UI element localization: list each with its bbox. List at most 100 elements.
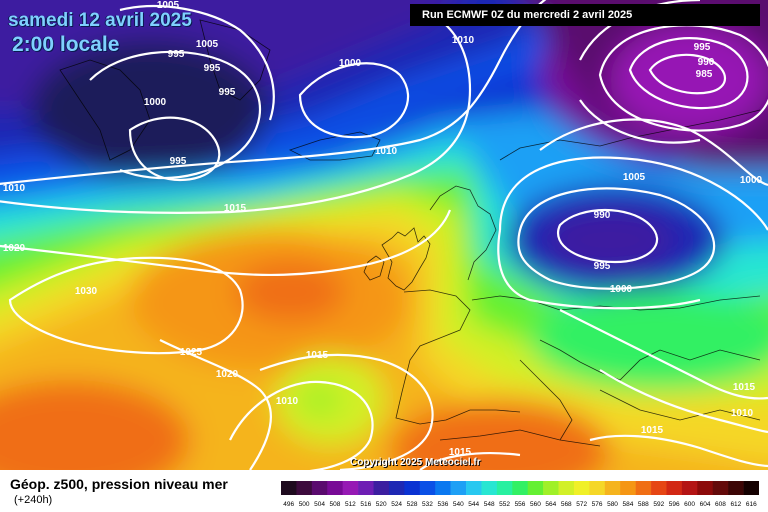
color-scale-swatch [712, 481, 729, 495]
color-scale-label: 588 [638, 501, 649, 508]
color-scale-swatch [358, 481, 374, 495]
geopotential-field [0, 0, 768, 470]
color-scale-label: 564 [545, 501, 556, 508]
color-scale-swatch [435, 481, 451, 495]
color-scale-swatch [635, 481, 652, 495]
color-scale-swatch [728, 481, 744, 495]
isobar-label: 1015 [306, 350, 329, 361]
forecast-lead-time: (+240h) [14, 494, 53, 506]
isobar-label: 1015 [641, 425, 664, 436]
color-scale-label: 560 [530, 501, 541, 508]
color-scale-swatch [466, 481, 482, 495]
color-scale-swatch [311, 481, 328, 495]
isobar-label: 990 [698, 57, 715, 68]
color-scale: 496 500 504 508 512 516 520 524 528 532 536 540 544 5… [281, 481, 759, 508]
isobar-label: 1025 [180, 347, 203, 358]
copyright-notice: Copyright 2025 Meteociel.fr [350, 457, 481, 468]
color-scale-label: 616 [746, 501, 757, 508]
color-scale-label: 592 [653, 501, 664, 508]
color-scale-label: 496 [283, 501, 294, 508]
color-scale-label: 568 [561, 501, 572, 508]
legend-title: Géop. z500, pression niveau mer [10, 476, 228, 492]
color-scale-label: 604 [700, 501, 711, 508]
isobar-label: 1015 [733, 382, 756, 393]
color-scale-swatch [681, 481, 698, 495]
color-scale-swatch [573, 481, 590, 495]
isobar-label: 1000 [740, 175, 763, 186]
color-scale-swatch [419, 481, 436, 495]
color-scale-swatch [558, 481, 575, 495]
isobar-label: 1015 [224, 203, 247, 214]
model-run-info: Run ECMWF 0Z du mercredi 2 avril 2025 [410, 4, 760, 26]
color-scale-swatch [388, 481, 405, 495]
color-scale-swatch [373, 481, 390, 495]
color-scale-label: 504 [314, 501, 325, 508]
color-scale-swatch [697, 481, 714, 495]
isobar-label: 995 [219, 87, 236, 98]
color-scale-label: 596 [669, 501, 680, 508]
isobar-label: 1020 [3, 243, 26, 254]
isobar-label: 1000 [610, 284, 633, 295]
color-scale-swatch [527, 481, 544, 495]
isobar-label: 1030 [75, 286, 98, 297]
color-scale-swatch [604, 481, 621, 495]
forecast-time: 2:00 locale [12, 33, 120, 56]
color-scale-label: 508 [330, 501, 341, 508]
color-scale-swatch [496, 481, 513, 495]
isobar-label: 1020 [216, 369, 239, 380]
isobar-label: 1010 [276, 396, 299, 407]
color-scale-swatch [281, 481, 297, 495]
color-scale-swatch [620, 481, 636, 495]
color-scale-swatch [450, 481, 467, 495]
color-scale-label: 520 [376, 501, 387, 508]
color-scale-swatch [589, 481, 606, 495]
color-scale-label: 608 [715, 501, 726, 508]
isobar-label: 985 [696, 69, 713, 80]
color-scale-label: 580 [607, 501, 618, 508]
color-scale-label: 612 [730, 501, 741, 508]
isobar-label: 995 [170, 156, 187, 167]
color-scale-label: 536 [437, 501, 448, 508]
isobar-label: 1005 [157, 0, 180, 11]
color-scale-swatch [327, 481, 343, 495]
isobar-label: 995 [694, 42, 711, 53]
color-scale-label: 524 [391, 501, 402, 508]
color-scale-swatch [296, 481, 313, 495]
color-scale-label: 516 [360, 501, 371, 508]
color-scale-swatch [342, 481, 359, 495]
color-scale-swatch [651, 481, 667, 495]
color-scale-label: 532 [422, 501, 433, 508]
isobar-label: 995 [204, 63, 221, 74]
color-scale-label: 500 [299, 501, 310, 508]
isobar-label: 1015 [449, 447, 472, 458]
color-scale-swatch [404, 481, 421, 495]
isobar-label: 1000 [144, 97, 167, 108]
color-scale-swatch [666, 481, 683, 495]
isobar-label: 1010 [3, 183, 26, 194]
isobar-label: 1010 [452, 35, 475, 46]
color-scale-label: 600 [684, 501, 695, 508]
color-scale-label: 548 [484, 501, 495, 508]
forecast-date: samedi 12 avril 2025 [8, 10, 192, 31]
color-scale-swatch [481, 481, 498, 495]
isobar-label: 995 [594, 261, 611, 272]
color-scale-label: 540 [453, 501, 464, 508]
color-scale-label: 584 [623, 501, 634, 508]
geopotential-map: 1005 1005 995 995 995 1000 1010 1000 995 1010 1010… [0, 0, 768, 470]
color-scale-label: 544 [468, 501, 479, 508]
color-scale-label: 528 [407, 501, 418, 508]
color-scale-label: 556 [515, 501, 526, 508]
color-scale-label: 576 [592, 501, 603, 508]
isobar-label: 1010 [731, 408, 754, 419]
color-scale-swatch [543, 481, 559, 495]
color-scale-label: 512 [345, 501, 356, 508]
color-scale-label: 552 [499, 501, 510, 508]
isobar-label: 1000 [339, 58, 362, 69]
isobar-label: 1005 [196, 39, 219, 50]
isobar-label: 995 [168, 49, 185, 60]
isobar-labels: 1005 1005 995 995 995 1000 1010 1000 995 1010 1010… [3, 0, 763, 458]
isobar-label: 1005 [623, 172, 646, 183]
color-scale-swatch [512, 481, 529, 495]
color-scale-label: 572 [576, 501, 587, 508]
isobar-label: 990 [594, 210, 611, 221]
